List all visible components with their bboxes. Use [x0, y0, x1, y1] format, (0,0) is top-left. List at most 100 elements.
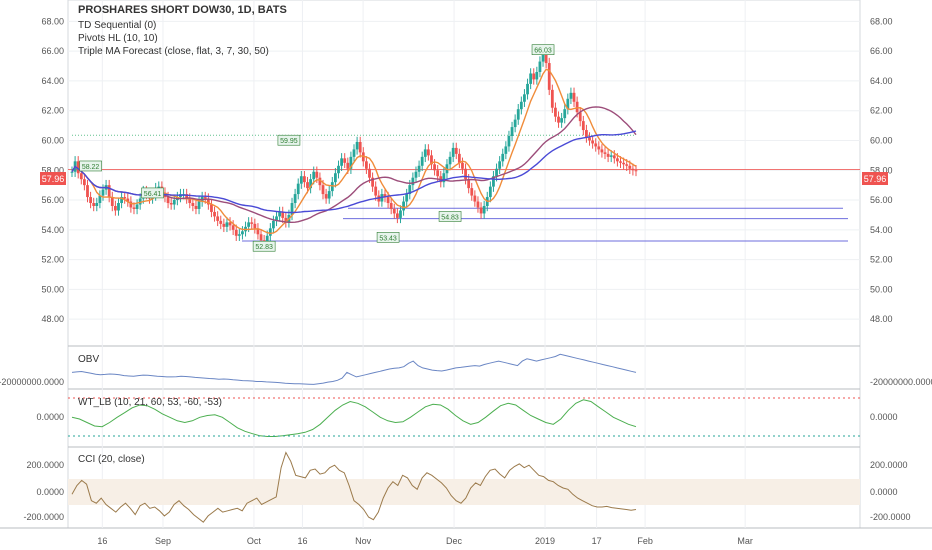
candle-body	[622, 162, 626, 165]
candle-body	[488, 186, 492, 198]
pivot-label: 52.83	[255, 244, 273, 251]
x-tick-label: 2019	[535, 536, 555, 546]
obv-line	[71, 353, 637, 385]
candle-body	[609, 155, 613, 157]
candle-body	[399, 210, 402, 218]
candle-body	[113, 205, 117, 211]
y-tick-label-left: 60.00	[41, 135, 64, 145]
cci-tick-left-0: 0.0000	[36, 487, 64, 497]
candle-body	[278, 211, 282, 217]
candle-body	[225, 222, 229, 227]
candle-body	[126, 198, 130, 202]
y-tick-label-right: 58.00	[870, 165, 893, 175]
candle-body	[79, 173, 83, 180]
candle-body	[467, 179, 471, 189]
candle-body	[213, 211, 216, 217]
candle-body	[588, 137, 591, 141]
candle-body	[337, 165, 340, 174]
candle-body	[290, 203, 294, 215]
candle-body	[327, 191, 331, 199]
y-tick-label-left: 68.00	[41, 16, 64, 26]
candle-body	[634, 170, 638, 172]
grid	[68, 0, 860, 528]
candle-body	[600, 149, 604, 153]
candle-body	[346, 162, 350, 169]
candle-body	[507, 136, 511, 147]
x-tick-label: 16	[297, 536, 307, 546]
candle-body	[603, 152, 607, 154]
candle-body	[364, 161, 368, 169]
study-triple-ma[interactable]: Triple MA Forecast (close, flat, 3, 7, 3…	[78, 46, 269, 57]
candle-body	[451, 147, 455, 157]
candle-body	[107, 185, 111, 198]
candle-body	[231, 225, 235, 230]
candle-body	[426, 149, 430, 156]
candle-body	[349, 156, 353, 169]
candle-body	[259, 234, 263, 241]
wt-label[interactable]: WT_LB (10, 21, 60, 53, -60, -53)	[78, 397, 222, 408]
x-tick-label: Oct	[247, 536, 262, 546]
pane-frames	[0, 0, 932, 529]
wt-tick-left: 0.0000	[36, 412, 64, 422]
x-tick-label: Nov	[355, 536, 372, 546]
candle-body	[358, 141, 362, 153]
candle-body	[275, 216, 278, 221]
candle-body	[272, 220, 275, 229]
moving-average-line	[71, 130, 637, 214]
candle-body	[430, 155, 433, 165]
candle-body	[135, 204, 139, 209]
pivot-label: 58.22	[82, 164, 100, 171]
candle-body	[318, 177, 322, 186]
candle-body	[594, 143, 598, 147]
y-tick-label-left: 54.00	[41, 225, 64, 235]
candle-body	[457, 153, 461, 163]
candle-body	[532, 73, 536, 80]
candle-body	[330, 182, 334, 192]
cci-tick-right-200: 200.0000	[870, 460, 908, 470]
study-td-sequential[interactable]: TD Sequential (0)	[78, 20, 156, 31]
candle-body	[473, 195, 477, 202]
candle-body	[194, 205, 198, 209]
symbol-title: PROSHARES SHORT DOW30, 1D, BATS	[78, 4, 287, 16]
candle-body	[402, 201, 405, 211]
candle-body	[504, 146, 508, 154]
study-pivots-hl[interactable]: Pivots HL (10, 10)	[78, 33, 158, 44]
candle-body	[101, 189, 105, 196]
candle-body	[203, 197, 207, 199]
candle-body	[392, 208, 396, 214]
candle-body	[120, 197, 123, 204]
candle-body	[436, 170, 440, 177]
candle-body	[417, 165, 421, 172]
y-tick-label-right: 64.00	[870, 76, 893, 86]
y-tick-label-right: 60.00	[870, 135, 893, 145]
candle-body	[241, 231, 244, 235]
cci-label[interactable]: CCI (20, close)	[78, 454, 145, 465]
obv-label[interactable]: OBV	[78, 354, 99, 365]
pivot-label-box	[277, 134, 301, 146]
candle-body	[470, 188, 474, 196]
moving-average-line	[71, 106, 637, 223]
candle-body	[219, 220, 223, 224]
candle-body	[268, 228, 272, 236]
price-badge-right: 57.96	[864, 174, 887, 184]
price-badge-left-bg	[40, 172, 66, 185]
candle-body	[368, 168, 371, 178]
candle-body	[157, 186, 161, 189]
candle-body	[309, 179, 313, 189]
candle-body	[492, 176, 495, 187]
candle-body	[334, 173, 337, 183]
candle-body	[495, 168, 498, 177]
candle-body	[89, 197, 92, 204]
candle-body	[612, 155, 616, 159]
candle-body	[585, 130, 588, 138]
pivot-labels: 58.22 56.41 59.95 52.83 54.83 53.43 66.03	[79, 44, 555, 252]
y-tick-label-left: 66.00	[41, 46, 64, 56]
candle-body	[572, 92, 576, 102]
candle-body	[433, 164, 436, 171]
cci-band	[68, 479, 860, 505]
candle-body	[374, 186, 378, 196]
candle-body	[82, 179, 86, 186]
candle-body	[578, 112, 582, 122]
candle-body	[516, 109, 520, 120]
candle-body	[591, 140, 595, 144]
